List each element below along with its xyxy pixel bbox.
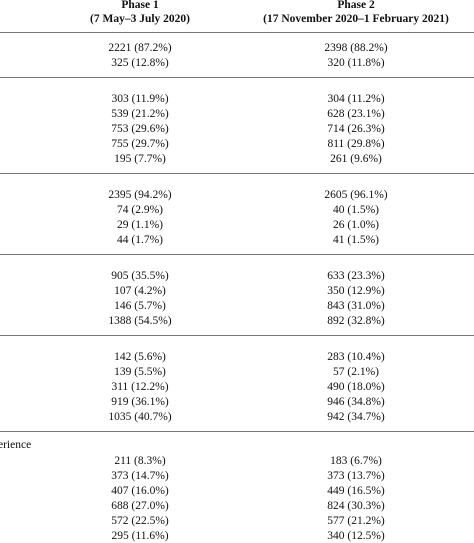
- cell: 283 (10.4%): [327, 351, 385, 363]
- cell: 325 (12.8%): [111, 57, 169, 69]
- cell: 146 (5.7%): [114, 300, 166, 312]
- cell: 41 (1.5%): [333, 234, 379, 246]
- cell: 633 (23.3%): [327, 270, 385, 282]
- cell: 714 (26.3%): [327, 123, 385, 135]
- column-title: Phase 1: [121, 0, 159, 11]
- cell: 753 (29.6%): [111, 123, 169, 135]
- cell: 304 (11.2%): [327, 93, 385, 105]
- cell: 843 (31.0%): [327, 300, 385, 312]
- cell: 688 (27.0%): [111, 500, 169, 512]
- column-title: Phase 2: [337, 0, 375, 11]
- cell: 449 (16.5%): [327, 485, 385, 497]
- cell: 183 (6.7%): [330, 455, 382, 467]
- cell: 572 (22.5%): [111, 515, 169, 527]
- cell: 320 (11.8%): [327, 57, 385, 69]
- cell: 2398 (88.2%): [324, 42, 388, 54]
- cell: 905 (35.5%): [111, 270, 169, 282]
- rule: [0, 431, 474, 432]
- cell: 490 (18.0%): [327, 381, 385, 393]
- rule: [0, 173, 474, 174]
- cell: 350 (12.9%): [327, 285, 385, 297]
- cell: 373 (13.7%): [327, 470, 385, 482]
- cell: 946 (34.8%): [327, 396, 385, 408]
- cell: 539 (21.2%): [111, 108, 169, 120]
- cell: 407 (16.0%): [111, 485, 169, 497]
- cell: 295 (11.6%): [111, 530, 169, 542]
- rule: [0, 77, 474, 78]
- cell: 139 (5.5%): [114, 366, 166, 378]
- column-subtitle: (17 November 2020–1 February 2021): [263, 13, 449, 25]
- cell: 811 (29.8%): [327, 138, 385, 150]
- cell: 261 (9.6%): [330, 153, 382, 165]
- cell: 824 (30.3%): [327, 500, 385, 512]
- cell: 211 (8.3%): [114, 455, 166, 467]
- cell: 340 (12.5%): [327, 530, 385, 542]
- cell: 26 (1.0%): [333, 219, 379, 231]
- cell: 195 (7.7%): [114, 153, 166, 165]
- cell: 755 (29.7%): [111, 138, 169, 150]
- cell: 2221 (87.2%): [108, 42, 172, 54]
- cell: 311 (12.2%): [111, 381, 169, 393]
- cell: 303 (11.9%): [111, 93, 169, 105]
- cell: 142 (5.6%): [114, 351, 166, 363]
- cell: 107 (4.2%): [114, 285, 166, 297]
- column-subtitle: (7 May–3 July 2020): [90, 13, 190, 25]
- cell: 1035 (40.7%): [108, 411, 172, 423]
- rule: [0, 254, 474, 255]
- cell: 577 (21.2%): [327, 515, 385, 527]
- cell: 57 (2.1%): [333, 366, 379, 378]
- group-label: erience: [0, 439, 32, 451]
- cell: 2605 (96.1%): [324, 189, 388, 201]
- cell: 29 (1.1%): [117, 219, 163, 231]
- cell: 44 (1.7%): [117, 234, 163, 246]
- cell: 74 (2.9%): [117, 204, 163, 216]
- cell: 942 (34.7%): [327, 411, 385, 423]
- cell: 628 (23.1%): [327, 108, 385, 120]
- cell: 1388 (54.5%): [108, 315, 172, 327]
- cell: 892 (32.8%): [327, 315, 385, 327]
- rule: [0, 32, 474, 33]
- rule: [0, 335, 474, 336]
- cell: 40 (1.5%): [333, 204, 379, 216]
- cell: 373 (14.7%): [111, 470, 169, 482]
- cell: 919 (36.1%): [111, 396, 169, 408]
- cell: 2395 (94.2%): [108, 189, 172, 201]
